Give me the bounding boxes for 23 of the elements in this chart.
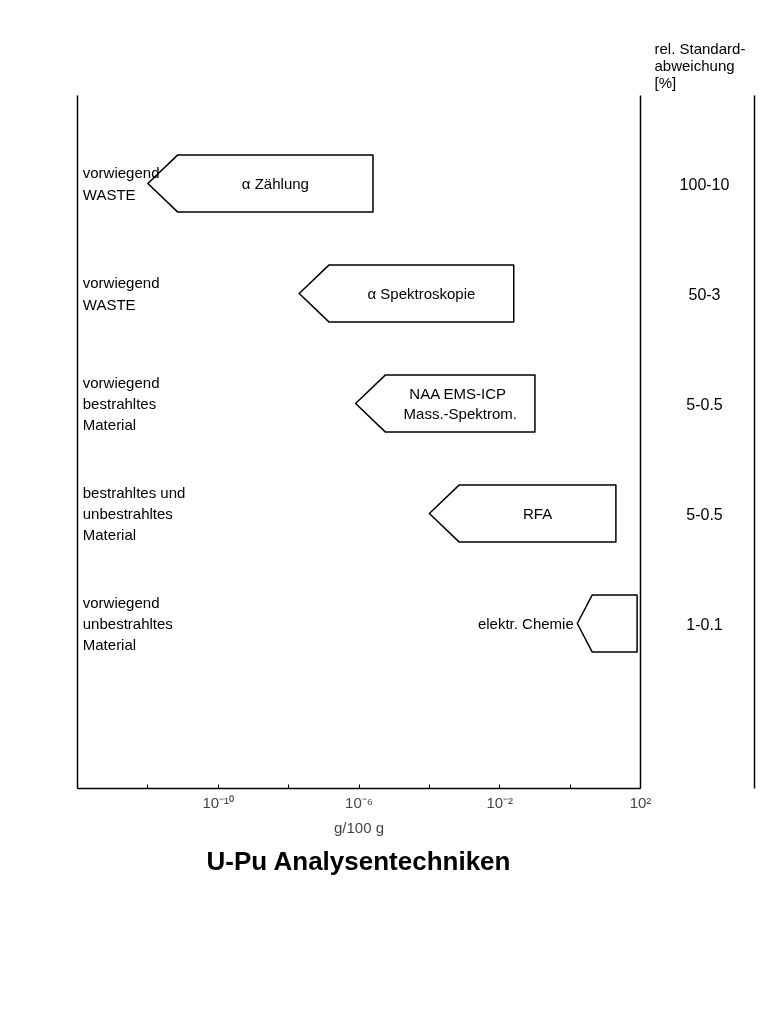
y-tick-label: vorwiegend WASTE [82,274,160,313]
data-label: elektr. Chemie [477,615,574,632]
text: U-Pu Analysentechniken [206,845,511,876]
x-tick-label: 10⁻² [486,793,514,811]
y-tick-label: vorwiegend unbestrahltes Material [82,593,173,654]
text: rel. Standard- abweichung [%] [654,39,746,91]
data-label: NAA EMS-ICP Mass.-Spektrom. [403,384,517,423]
data-label: α Zählung [241,175,309,192]
x-tick-label: 10⁻¹⁰ [202,793,235,811]
text: 50-3 [688,285,721,303]
y-tick-label: bestrahltes und unbestrahltes Material [82,483,186,544]
data-label: α Spektroskopie [367,285,476,302]
text: 1-0.1 [686,615,723,633]
text: 5-0.5 [686,505,723,523]
y-tick-label: vorwiegend WASTE [82,164,160,203]
x-tick-label: 10² [629,793,652,811]
text: 5-0.5 [686,395,723,413]
text: 100-10 [679,175,730,193]
bar [298,264,515,323]
x-tick-label: 10⁻⁶ [345,793,373,811]
data-label: RFA [523,505,553,522]
y-tick-label: vorwiegend bestrahltes Material [82,373,160,434]
x-axis-title: g/100 g [333,818,385,836]
